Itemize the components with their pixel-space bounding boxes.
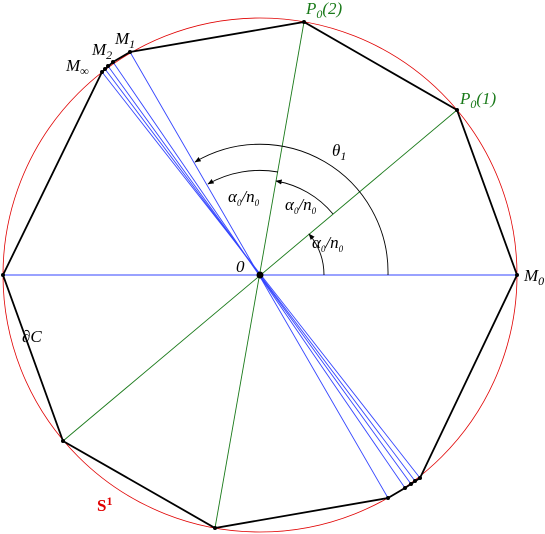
label-part: 1	[129, 37, 135, 51]
label-part: α	[312, 233, 322, 252]
label-part: M	[91, 40, 107, 59]
label-part: (1)	[476, 89, 496, 108]
label-part: /n	[297, 195, 311, 214]
label-part: 0	[470, 97, 476, 111]
label: 0	[236, 257, 245, 276]
label-part: ∞	[80, 64, 89, 78]
label-part: 0	[538, 274, 544, 288]
label-part: /n	[324, 233, 338, 252]
label: P0(2)	[305, 0, 343, 21]
label: M0	[523, 266, 544, 288]
label: P0(1)	[459, 89, 497, 111]
label-part: 0	[294, 206, 299, 216]
label: α0/n0	[285, 195, 317, 216]
label: θ1	[332, 141, 346, 163]
label-part: ∂C	[22, 327, 42, 346]
label-part: 1	[340, 149, 346, 163]
label-part: P	[305, 0, 316, 18]
label-part: 2	[106, 48, 112, 62]
label-part: M	[114, 29, 130, 48]
label: M2	[91, 40, 112, 62]
label: ∂C	[22, 327, 42, 346]
label-part: 0	[255, 198, 260, 208]
label: M∞	[65, 56, 89, 78]
label-part: θ	[332, 141, 340, 160]
label-part: 0	[236, 257, 245, 276]
label-part: M	[523, 266, 539, 285]
label-part: α	[285, 195, 295, 214]
label-part: 0	[321, 244, 326, 254]
label-part: /n	[240, 187, 254, 206]
label-part: S	[97, 496, 106, 515]
vertices	[1, 20, 519, 530]
label-part: α	[228, 187, 238, 206]
label-part: P	[459, 89, 470, 108]
label-part: 0	[237, 198, 242, 208]
label: S1	[97, 494, 112, 515]
label-part: (2)	[322, 0, 342, 18]
blue-lines	[3, 51, 517, 499]
angle-arcs	[194, 143, 389, 276]
label-part: 1	[106, 494, 112, 508]
label: M1	[114, 29, 135, 51]
label-part: M	[65, 56, 81, 75]
label-part: 0	[316, 7, 322, 21]
label: α0/n0	[228, 187, 260, 208]
label-part: 0	[312, 206, 317, 216]
label-part: 0	[339, 244, 344, 254]
label: α0/n0	[312, 233, 344, 254]
